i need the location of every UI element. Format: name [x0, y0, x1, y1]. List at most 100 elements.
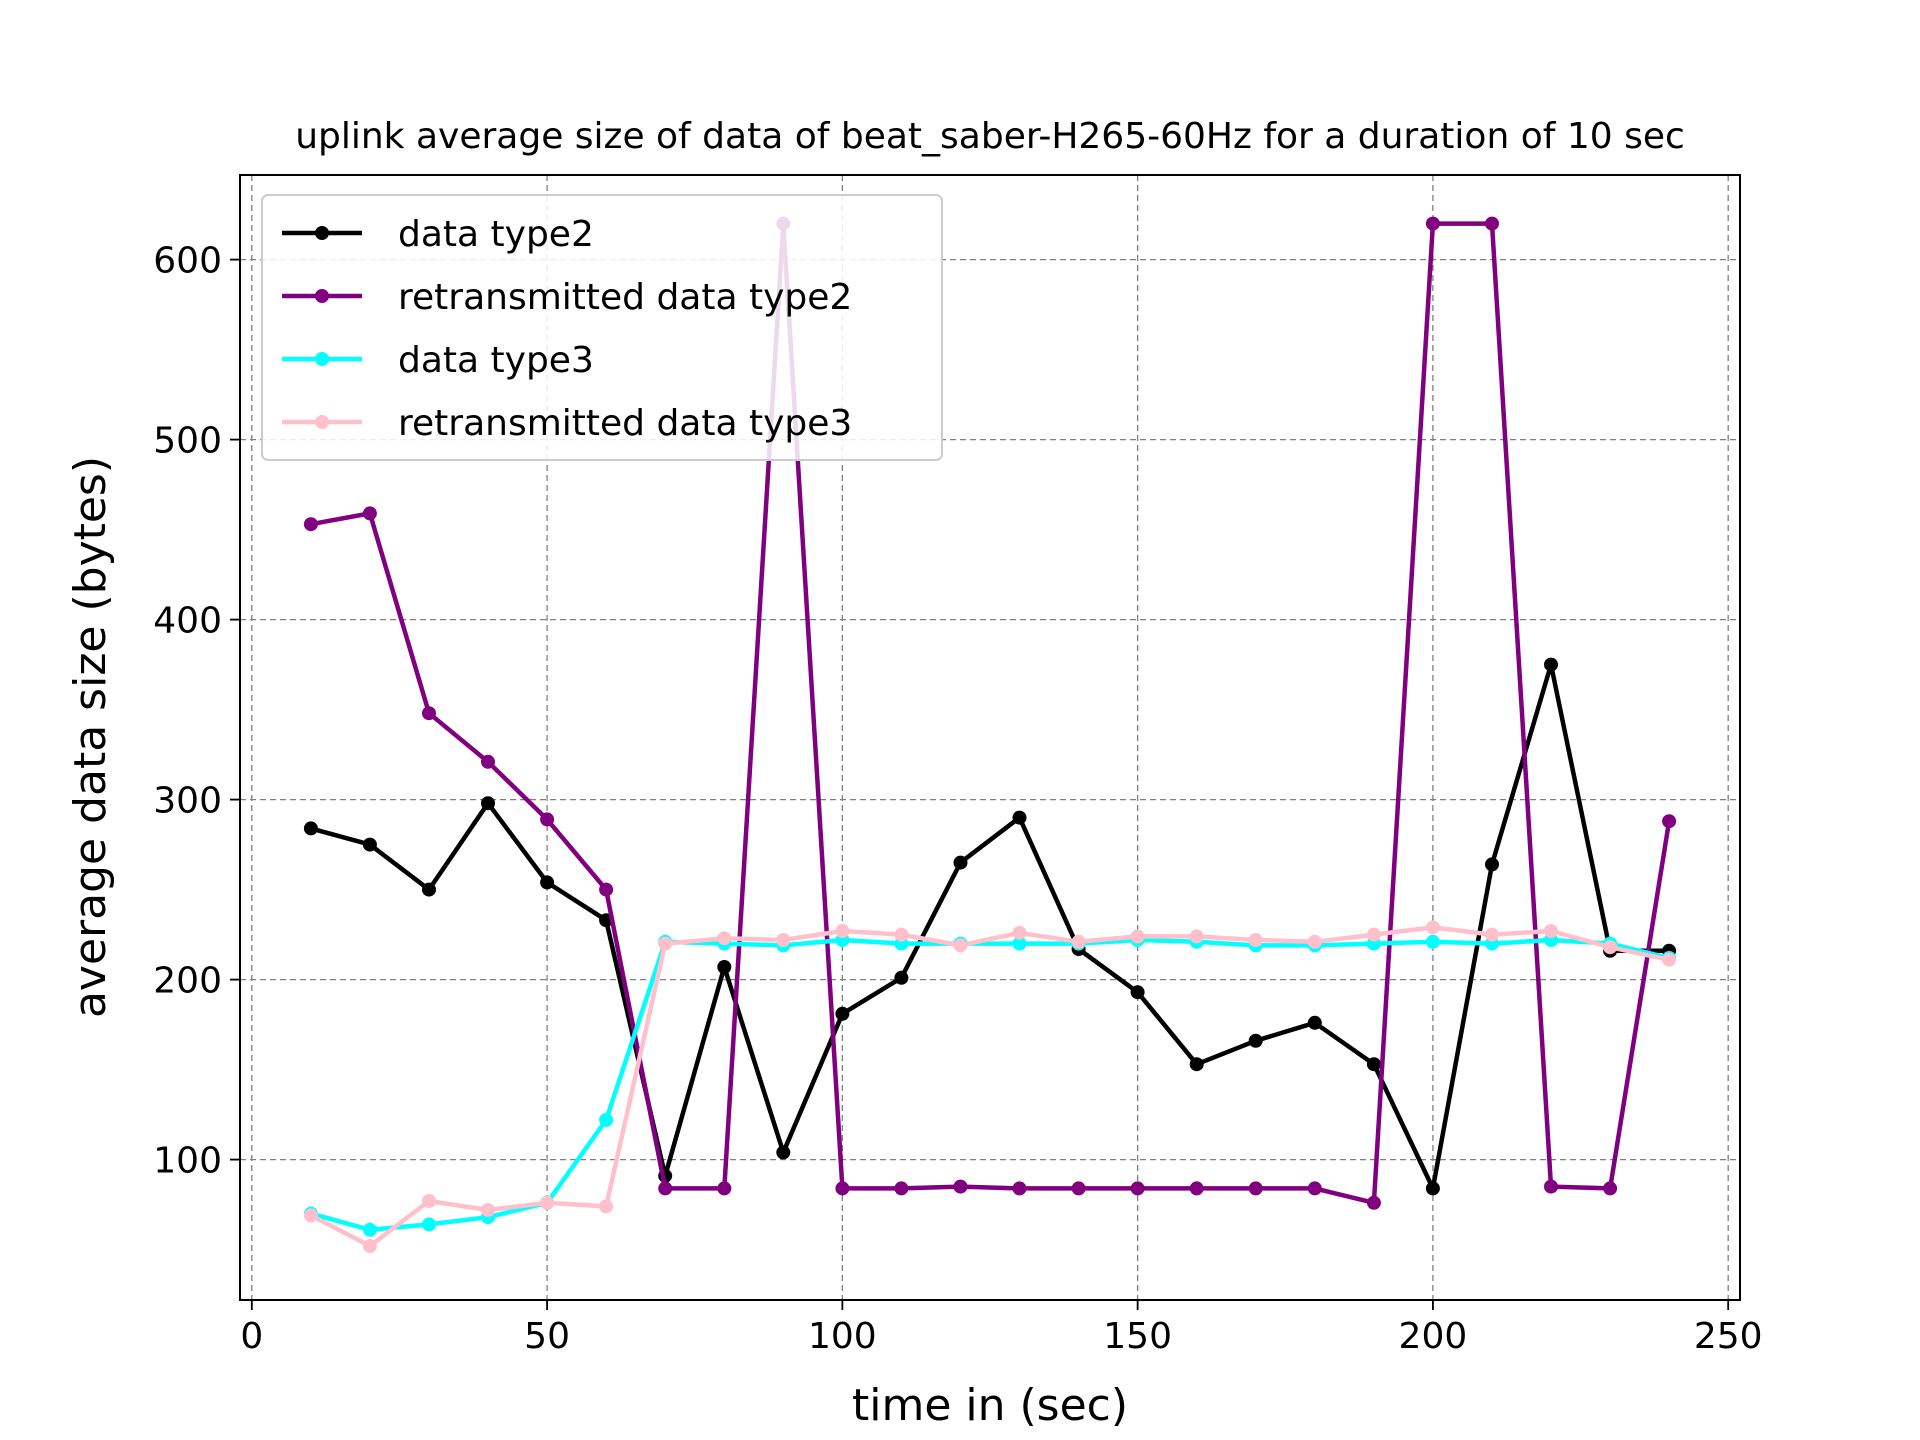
y-tick-label: 200 [153, 961, 222, 1002]
plot-frame [239, 174, 1741, 1301]
data-point [481, 796, 495, 811]
data-point [481, 754, 495, 769]
data-point [953, 938, 968, 953]
data-point [1012, 936, 1027, 951]
data-point [953, 1179, 968, 1194]
data-point [599, 1199, 614, 1214]
data-point [1662, 952, 1677, 967]
data-point [1544, 657, 1558, 672]
x-tick-label: 0 [240, 1316, 263, 1357]
legend-label: retransmitted data type2 [398, 277, 852, 318]
data-point [362, 1239, 377, 1253]
series-line [310, 221, 1672, 1206]
data-point [658, 936, 673, 951]
data-point [1012, 810, 1027, 825]
data-point [303, 821, 318, 836]
series-lines [303, 216, 1677, 1253]
x-tick-label: 100 [808, 1316, 877, 1357]
data-point [540, 812, 555, 827]
legend-swatch-marker [315, 226, 329, 240]
data-point [894, 970, 909, 985]
legend-label: data type2 [398, 214, 594, 255]
data-point [422, 1194, 436, 1208]
y-tick-label: 600 [153, 241, 222, 282]
data-point [776, 1145, 791, 1160]
legend-label: retransmitted data type3 [398, 403, 852, 444]
x-tick-label: 150 [1103, 1316, 1172, 1357]
data-point [1130, 1181, 1145, 1196]
data-point [1425, 934, 1440, 949]
legend-swatch-marker [315, 352, 329, 366]
data-point [1603, 940, 1618, 955]
data-point [540, 1195, 555, 1210]
series-line [310, 662, 1670, 1191]
data-point [1603, 1181, 1618, 1196]
data-point [1366, 1195, 1381, 1210]
y-tick-label: 300 [153, 781, 222, 822]
legend-swatch-marker [315, 415, 329, 429]
data-point [1130, 929, 1145, 944]
data-point [1662, 814, 1677, 829]
data-point [422, 882, 436, 897]
legend: data type2 retransmitted data type2 data t… [261, 194, 943, 461]
legend-label: data type3 [398, 340, 594, 381]
series-1 [303, 657, 1677, 1196]
data-point [362, 1222, 377, 1237]
data-point [1071, 1181, 1086, 1196]
chart-title: uplink average size of data of beat_sabe… [295, 116, 1685, 157]
data-point [835, 1181, 850, 1196]
data-point [1012, 1181, 1027, 1196]
data-point [1189, 1057, 1204, 1072]
x-tick-label: 250 [1694, 1316, 1763, 1357]
data-point [835, 1006, 850, 1021]
data-point [1248, 1033, 1263, 1048]
data-point [1071, 934, 1086, 949]
data-point [1366, 927, 1381, 942]
data-point [1307, 934, 1322, 949]
data-point [1130, 985, 1145, 1000]
data-point [894, 927, 909, 942]
data-point [422, 706, 436, 721]
data-point [1485, 927, 1499, 942]
data-point [1425, 920, 1440, 935]
data-point [599, 1113, 614, 1127]
data-point [953, 855, 968, 870]
series-4 [303, 920, 1677, 1253]
data-point [835, 924, 850, 938]
data-point [1307, 1181, 1322, 1196]
y-tick-label: 500 [153, 421, 222, 462]
series-line [309, 925, 1670, 1249]
data-point [303, 517, 318, 532]
data-point [362, 506, 377, 521]
data-point [1248, 933, 1263, 947]
data-point [717, 931, 732, 946]
data-point [1189, 929, 1204, 944]
data-point [1485, 857, 1499, 872]
x-tick-label: 200 [1399, 1316, 1468, 1357]
data-point [362, 837, 377, 852]
data-point [1366, 1057, 1381, 1072]
data-point [1425, 1181, 1440, 1196]
data-point [422, 1217, 436, 1232]
data-point [1425, 216, 1440, 231]
data-point [717, 1181, 732, 1196]
data-point [776, 933, 791, 947]
data-point [658, 1181, 673, 1196]
data-point [599, 882, 614, 897]
data-point [1012, 925, 1027, 940]
series-2 [303, 216, 1677, 1210]
y-axis-label: average data size (bytes) [65, 456, 116, 1018]
axis-ticks: 0 50 100 150 200 250 100 200 300 400 500 600 [153, 241, 1762, 1357]
legend-box [261, 194, 943, 461]
x-axis-label: time in (sec) [852, 1380, 1128, 1431]
data-point [1248, 1181, 1263, 1196]
data-point [1544, 924, 1558, 938]
data-point [540, 875, 555, 890]
data-point [1544, 1179, 1558, 1194]
y-tick-label: 100 [153, 1141, 222, 1182]
data-point [717, 960, 732, 974]
data-point [303, 1208, 318, 1223]
data-point [1485, 216, 1499, 231]
y-tick-label: 400 [153, 601, 222, 642]
